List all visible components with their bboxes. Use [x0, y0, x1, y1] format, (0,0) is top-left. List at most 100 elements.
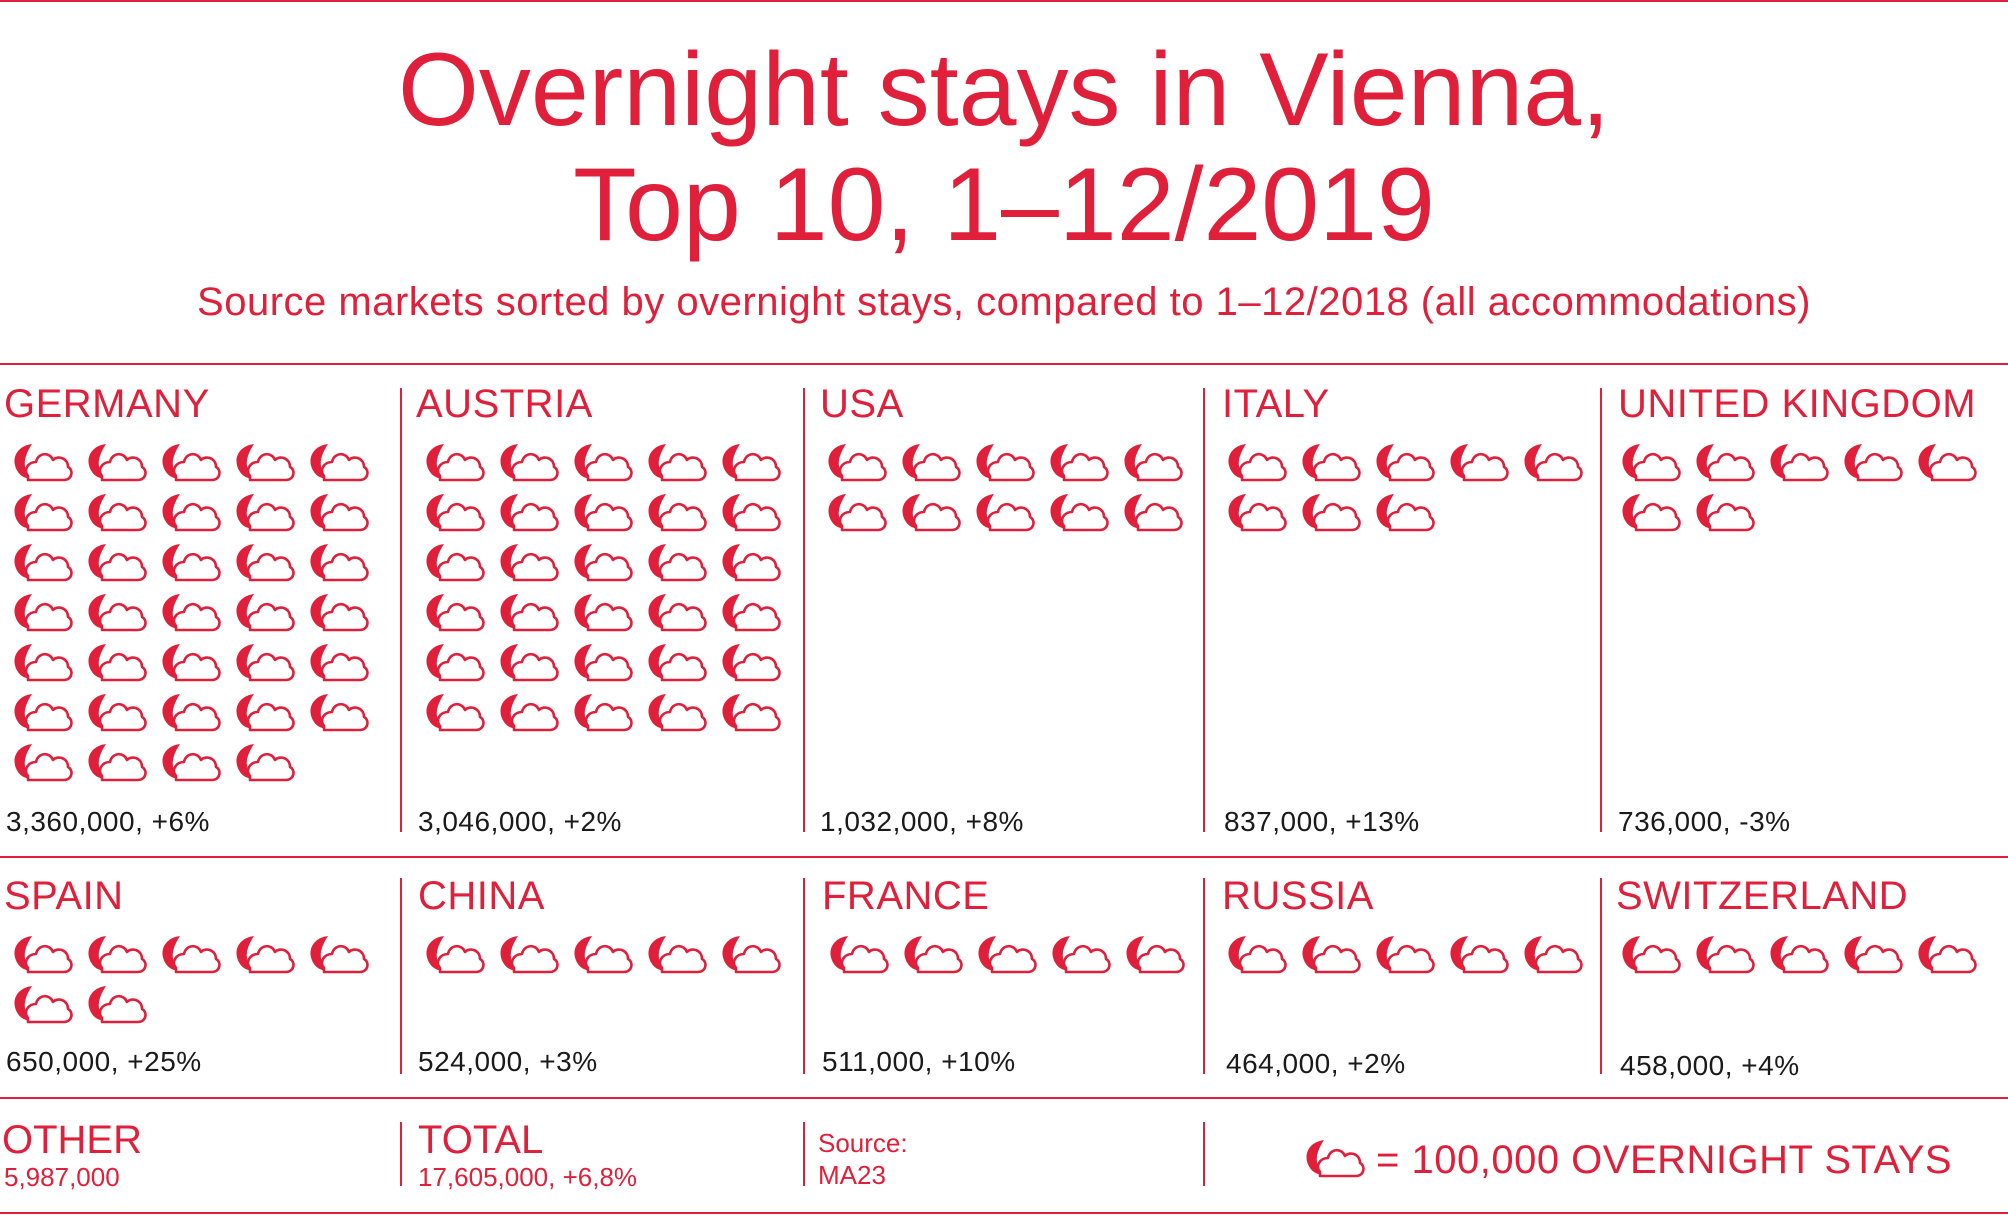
cloud-shape: [320, 452, 369, 482]
moon-shape: [162, 936, 184, 971]
cloud-shape: [98, 944, 147, 974]
moon-cloud-icon: [1770, 936, 1829, 974]
cloud-shape: [24, 944, 73, 974]
moon-cloud-icon: [236, 936, 295, 974]
cloud-shape: [658, 452, 707, 482]
cloud-shape: [24, 602, 73, 632]
cloud-shape: [732, 602, 781, 632]
moon-shape: [1302, 444, 1324, 479]
cloud-shape: [510, 552, 559, 582]
top-rule: [0, 0, 2008, 2]
moon-cloud-icon: [500, 936, 559, 974]
cloud-shape: [24, 552, 73, 582]
moon-cloud-icon: [162, 594, 221, 632]
moon-cloud-icon: [426, 594, 485, 632]
moon-shape: [426, 594, 448, 629]
moon-cloud-icon: [1124, 494, 1183, 532]
moon-cloud-icon: [14, 444, 73, 482]
country-name: GERMANY: [4, 382, 210, 426]
cloud-shape: [1780, 944, 1829, 974]
moon-shape: [976, 494, 998, 529]
moon-shape: [1450, 936, 1472, 971]
moon-shape: [88, 744, 110, 779]
moon-cloud-icon: [1450, 444, 1509, 482]
moon-shape: [500, 444, 522, 479]
moon-shape: [574, 644, 596, 679]
cloud-shape: [584, 502, 633, 532]
cloud-shape: [584, 602, 633, 632]
country-name: RUSSIA: [1222, 874, 1374, 918]
moon-cloud-icon: [648, 936, 707, 974]
moon-cloud-icon: [310, 694, 369, 732]
cloud-shape: [172, 702, 221, 732]
cloud-shape: [1632, 452, 1681, 482]
moon-cloud-icon: [574, 936, 633, 974]
moon-cloud-icon: [1376, 494, 1435, 532]
cloud-shape: [24, 994, 73, 1024]
moon-shape: [1696, 936, 1718, 971]
moon-shape: [828, 444, 850, 479]
moon-shape: [88, 444, 110, 479]
moon-cloud-icon: [310, 494, 369, 532]
moon-cloud-icon: [1696, 444, 1755, 482]
cloud-shape: [732, 452, 781, 482]
moon-shape: [574, 444, 596, 479]
moon-cloud-icon: [722, 936, 781, 974]
other-label: OTHER: [2, 1118, 142, 1162]
cloud-shape: [732, 702, 781, 732]
moon-shape: [1844, 936, 1866, 971]
cloud-shape: [840, 944, 889, 974]
moon-cloud-icon: [1228, 494, 1287, 532]
col-divider: [400, 388, 402, 832]
moon-cloud-icon: [88, 444, 147, 482]
cloud-shape: [510, 452, 559, 482]
moon-shape: [1622, 936, 1644, 971]
col-divider: [400, 1122, 402, 1186]
cloud-shape: [1060, 452, 1109, 482]
moon-shape: [1918, 936, 1940, 971]
moon-shape: [648, 644, 670, 679]
moon-cloud-icon: [162, 444, 221, 482]
cloud-shape: [24, 502, 73, 532]
moon-shape: [14, 444, 36, 479]
moon-cloud-icon: [500, 644, 559, 682]
moon-shape: [162, 494, 184, 529]
moon-shape: [648, 444, 670, 479]
moon-cloud-icon: [1050, 444, 1109, 482]
moon-shape: [1050, 494, 1072, 529]
moon-shape: [162, 694, 184, 729]
moon-cloud-icon: [236, 644, 295, 682]
moon-cloud-icon: [1622, 444, 1681, 482]
cloud-shape: [986, 502, 1035, 532]
moon-cloud-icon: [1124, 444, 1183, 482]
cloud-shape: [732, 502, 781, 532]
moon-cloud-icon: [1770, 444, 1829, 482]
cloud-shape: [732, 552, 781, 582]
moon-shape: [902, 494, 924, 529]
col-divider: [400, 878, 402, 1074]
moon-cloud-icon: [426, 444, 485, 482]
moon-cloud-icon: [14, 644, 73, 682]
cloud-shape: [510, 652, 559, 682]
cloud-shape: [510, 602, 559, 632]
cloud-shape: [436, 452, 485, 482]
cloud-shape: [1460, 452, 1509, 482]
moon-shape: [14, 986, 36, 1021]
moon-cloud-icon: [310, 936, 369, 974]
moon-cloud-icon: [574, 644, 633, 682]
moon-cloud-icon: [976, 444, 1035, 482]
moon-shape: [162, 544, 184, 579]
moon-shape: [236, 694, 258, 729]
cloud-shape: [246, 752, 295, 782]
moon-cloud-icon: [236, 744, 295, 782]
moon-cloud-icon: [1302, 444, 1361, 482]
moon-cloud-icon: [162, 644, 221, 682]
moon-shape: [500, 494, 522, 529]
cloud-shape: [246, 602, 295, 632]
country-value: 837,000, +13%: [1224, 806, 1420, 837]
moon-cloud-icon: [828, 444, 887, 482]
cloud-shape: [1706, 502, 1755, 532]
country-value: 3,046,000, +2%: [418, 806, 622, 837]
moon-cloud-icon: [236, 594, 295, 632]
moon-cloud-icon: [162, 744, 221, 782]
